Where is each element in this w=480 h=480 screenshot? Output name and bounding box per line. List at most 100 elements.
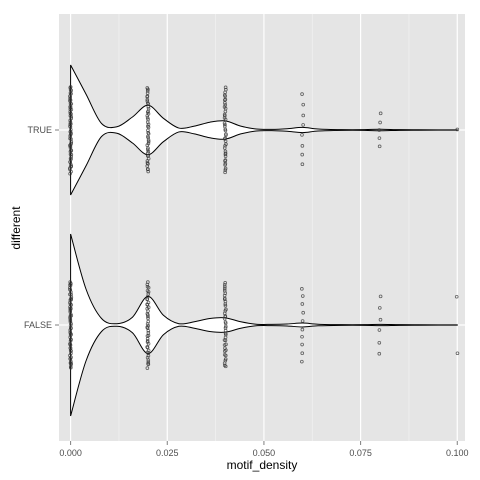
x-tick-label: 0.025 bbox=[156, 448, 179, 458]
data-point bbox=[145, 116, 150, 120]
data-point bbox=[223, 94, 227, 99]
data-point bbox=[377, 328, 382, 332]
data-point bbox=[145, 322, 150, 326]
data-point bbox=[146, 362, 151, 367]
data-point bbox=[222, 121, 227, 125]
data-point bbox=[223, 315, 228, 319]
data-point bbox=[146, 360, 151, 364]
plot-panel bbox=[59, 14, 465, 441]
data-point bbox=[223, 128, 228, 133]
data-point bbox=[145, 113, 150, 118]
data-point bbox=[145, 147, 150, 152]
data-point bbox=[146, 139, 151, 144]
data-point bbox=[222, 343, 227, 347]
data-point bbox=[300, 327, 305, 332]
data-point bbox=[69, 362, 73, 367]
data-point bbox=[69, 322, 73, 326]
data-point bbox=[223, 163, 227, 167]
data-point bbox=[145, 282, 150, 287]
data-point bbox=[223, 101, 227, 105]
data-point bbox=[222, 297, 227, 302]
violins bbox=[70, 64, 458, 417]
data-point bbox=[377, 351, 382, 356]
data-point bbox=[223, 168, 228, 172]
data-point bbox=[378, 120, 382, 125]
data-point bbox=[222, 287, 227, 291]
data-point bbox=[68, 292, 72, 297]
data-point bbox=[223, 303, 228, 308]
data-point bbox=[223, 170, 227, 175]
data-point bbox=[301, 310, 306, 315]
data-point bbox=[300, 294, 305, 298]
data-point bbox=[223, 97, 228, 102]
data-point bbox=[68, 118, 73, 123]
data-point bbox=[455, 351, 460, 356]
data-point bbox=[68, 309, 73, 314]
data-point bbox=[68, 120, 73, 124]
data-point bbox=[68, 285, 72, 290]
data-point bbox=[222, 282, 227, 287]
data-point bbox=[223, 302, 228, 306]
data-point bbox=[146, 316, 150, 321]
data-point bbox=[300, 162, 305, 167]
data-point bbox=[300, 302, 305, 306]
data-point bbox=[68, 365, 73, 370]
x-axis-ticks: 0.000 0.025 0.050 0.075 0.100 bbox=[59, 441, 469, 458]
data-point bbox=[68, 320, 73, 324]
y-axis-ticks: TRUE FALSE bbox=[24, 125, 59, 330]
data-point bbox=[69, 349, 73, 353]
x-tick-label: 0.000 bbox=[59, 448, 82, 458]
data-point bbox=[145, 336, 150, 341]
data-point bbox=[223, 103, 228, 107]
data-point bbox=[300, 144, 305, 148]
data-point bbox=[146, 169, 150, 174]
data-point bbox=[300, 287, 304, 291]
data-point bbox=[301, 102, 306, 107]
data-point bbox=[224, 324, 228, 329]
data-point bbox=[223, 364, 228, 369]
data-point bbox=[68, 166, 72, 170]
data-point bbox=[223, 285, 227, 289]
data-point bbox=[223, 85, 228, 90]
data-point bbox=[146, 285, 151, 290]
data-point bbox=[300, 359, 304, 364]
data-point bbox=[146, 358, 151, 362]
data-point bbox=[69, 155, 73, 159]
data-point bbox=[301, 123, 305, 127]
data-point bbox=[146, 313, 150, 317]
data-point bbox=[224, 132, 228, 136]
y-axis-title: different bbox=[9, 206, 23, 250]
y-tick-label: TRUE bbox=[28, 125, 53, 135]
data-point bbox=[377, 128, 382, 132]
data-points bbox=[68, 85, 460, 370]
data-point bbox=[69, 152, 74, 157]
violin-true bbox=[70, 64, 458, 196]
data-point bbox=[145, 97, 150, 102]
data-point bbox=[377, 144, 382, 149]
data-point bbox=[222, 361, 227, 365]
data-point bbox=[223, 143, 227, 148]
data-point bbox=[301, 113, 306, 118]
data-point bbox=[378, 317, 383, 322]
data-point bbox=[68, 144, 73, 149]
data-point bbox=[145, 297, 150, 302]
data-point bbox=[223, 281, 227, 285]
data-point bbox=[223, 113, 227, 118]
data-point bbox=[69, 326, 73, 331]
data-point bbox=[223, 122, 227, 127]
data-point bbox=[145, 89, 150, 93]
data-point bbox=[146, 314, 150, 319]
data-point bbox=[377, 340, 382, 345]
data-point bbox=[68, 308, 73, 313]
data-point bbox=[69, 114, 74, 119]
data-point bbox=[223, 338, 228, 343]
data-point bbox=[300, 152, 305, 157]
data-point bbox=[222, 146, 227, 150]
violin-false bbox=[70, 233, 458, 417]
data-point bbox=[146, 328, 151, 333]
data-point bbox=[68, 288, 73, 292]
data-point bbox=[68, 98, 73, 103]
data-point bbox=[145, 366, 150, 370]
data-point bbox=[146, 290, 151, 294]
